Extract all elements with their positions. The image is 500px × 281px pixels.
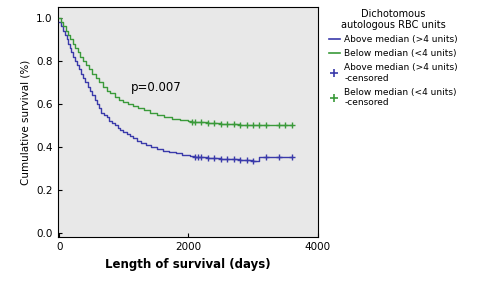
X-axis label: Length of survival (days): Length of survival (days) (104, 258, 270, 271)
Text: p=0.007: p=0.007 (130, 81, 181, 94)
Legend: Above median (>4 units), Below median (<4 units), Above median (>4 units)
-censo: Above median (>4 units), Below median (<… (327, 7, 460, 109)
Y-axis label: Cumulative survival (%): Cumulative survival (%) (20, 60, 30, 185)
